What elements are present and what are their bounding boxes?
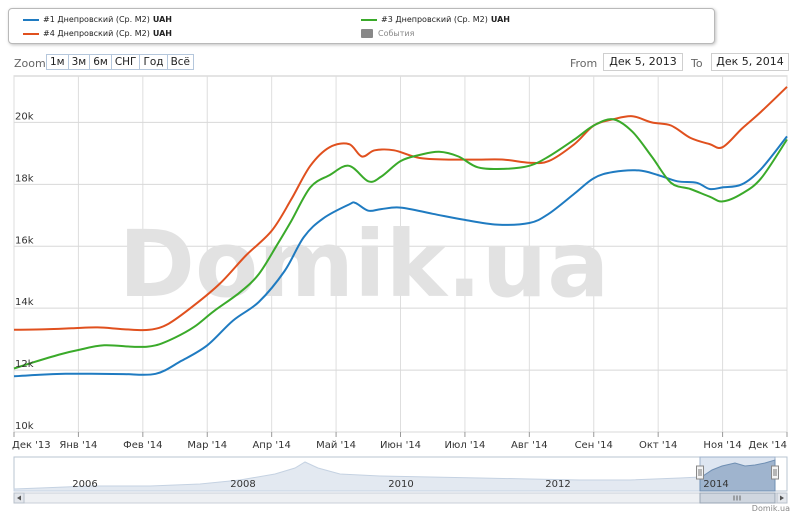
legend-item-label: #1 Днепровский (Ср. М2) [43, 15, 150, 24]
x-tick-label: Дек '13 [12, 440, 51, 451]
x-tick-label: Фев '14 [123, 440, 162, 451]
x-tick-label: Дек '14 [748, 440, 787, 451]
y-tick-label: 20k [15, 111, 34, 122]
legend-item-unit: UAH [152, 29, 172, 38]
navigator-scrollbar-track[interactable] [13, 492, 788, 504]
x-tick-label: Авг '14 [511, 440, 548, 451]
legend: #1 Днепровский (Ср. М2) UAH #4 Днепровск… [8, 8, 715, 44]
legend-item-label: #3 Днепровский (Ср. М2) [381, 15, 488, 24]
legend-item-unit: UAH [490, 15, 510, 24]
y-tick-label: 10k [15, 421, 34, 432]
range-to-input[interactable]: Дек 5, 2014 [711, 53, 789, 71]
y-axis: 10k 12k 14k 16k 18k 20k [15, 111, 34, 432]
events-box-icon [361, 29, 373, 38]
range-to-label: To [691, 57, 703, 70]
navigator-history-area [13, 461, 701, 492]
navigator-year-label: 2012 [545, 479, 570, 490]
navigator-year-label: 2014 [703, 479, 728, 490]
arrow-right-icon [780, 495, 784, 501]
legend-item-unit: UAH [152, 15, 172, 24]
navigator-year-label: 2006 [72, 479, 97, 490]
zoom-button-ytd[interactable]: СНГ [110, 54, 141, 70]
legend-line-icon [23, 32, 39, 35]
navigator-year-label: 2010 [388, 479, 413, 490]
legend-item-events[interactable]: События [361, 29, 414, 38]
series-line-1 [13, 135, 788, 378]
x-tick-label: Янв '14 [59, 440, 97, 451]
legend-item-series-1[interactable]: #1 Днепровский (Ср. М2) UAH [23, 15, 172, 24]
arrow-left-icon [17, 495, 21, 501]
watermark: Domik.ua [119, 211, 610, 318]
x-tick-label: Апр '14 [252, 440, 290, 451]
credit-label: Domik.ua [751, 504, 790, 513]
y-tick-label: 12k [15, 359, 34, 370]
navigator-handle-left[interactable] [696, 465, 704, 480]
series-group [13, 86, 788, 378]
range-from-label: From [570, 57, 598, 70]
range-from-input[interactable]: Дек 5, 2013 [603, 53, 683, 71]
zoom-button-1m[interactable]: 1м [46, 54, 69, 70]
x-tick-label: Июл '14 [444, 440, 485, 451]
x-tick-label: Окт '14 [639, 440, 677, 451]
zoom-label: Zoom [14, 57, 46, 70]
navigator-year-label: 2008 [230, 479, 255, 490]
navigator[interactable]: 2006 2008 2010 2012 2014 [13, 456, 788, 504]
legend-line-icon [361, 18, 377, 21]
x-tick-label: Мар '14 [187, 440, 227, 451]
series-line-3 [13, 118, 788, 370]
x-tick-label: Июн '14 [380, 440, 421, 451]
x-axis: Дек '13 Янв '14 Фев '14 Мар '14 Апр '14 Май '… [12, 432, 788, 451]
zoom-button-6m[interactable]: 6м [89, 54, 112, 70]
y-tick-label: 18k [15, 173, 34, 184]
series-line-4 [13, 86, 788, 332]
x-tick-label: Ноя '14 [703, 440, 741, 451]
zoom-button-all[interactable]: Всё [166, 54, 194, 70]
legend-item-series-4[interactable]: #4 Днепровский (Ср. М2) UAH [23, 29, 172, 38]
legend-item-label: События [378, 29, 415, 38]
zoom-button-group: 1м 3м 6м СНГ Год Всё [46, 54, 194, 70]
y-tick-label: 16k [15, 235, 34, 246]
y-tick-label: 14k [15, 297, 34, 308]
x-tick-label: Май '14 [316, 440, 356, 451]
x-tick-label: Сен '14 [575, 440, 613, 451]
legend-line-icon [23, 18, 39, 21]
legend-item-label: #4 Днепровский (Ср. М2) [43, 29, 150, 38]
navigator-handle-right[interactable] [771, 465, 779, 480]
legend-item-series-3[interactable]: #3 Днепровский (Ср. М2) UAH [361, 15, 510, 24]
